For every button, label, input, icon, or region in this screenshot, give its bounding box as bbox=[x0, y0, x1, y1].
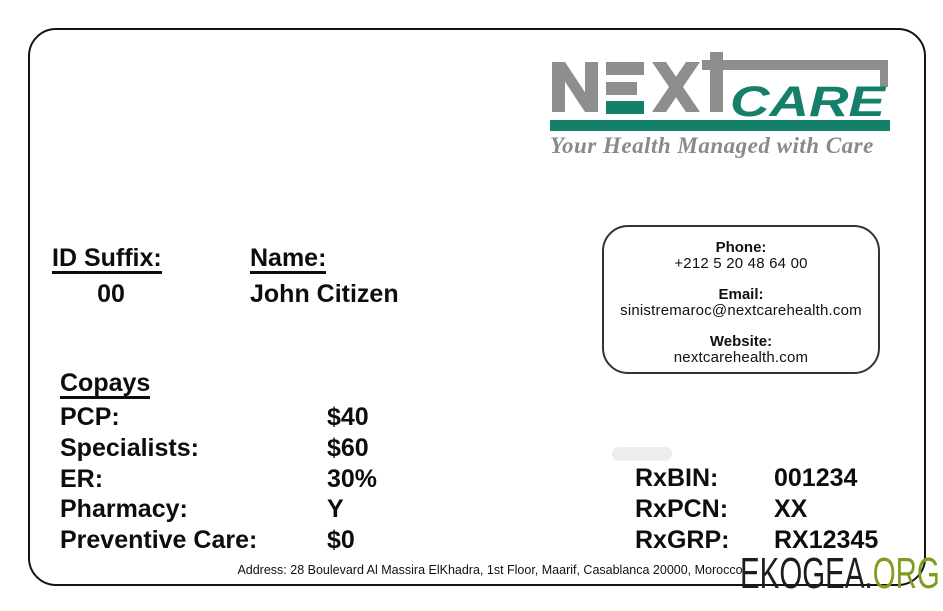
contact-email-group: Email: sinistremaroc@nextcarehealth.com bbox=[604, 287, 878, 319]
insurance-card: CARE Your Health Managed with Care ID Su… bbox=[28, 28, 926, 586]
rx-label: RxPCN: bbox=[635, 494, 729, 523]
rx-row-grp: RxGRP: RX12345 bbox=[635, 525, 915, 556]
copay-label: Pharmacy: bbox=[60, 495, 188, 524]
copay-label: PCP: bbox=[60, 403, 120, 431]
rx-value: RX12345 bbox=[774, 525, 879, 554]
logo-green-bar bbox=[550, 120, 890, 131]
copay-value: Y bbox=[327, 495, 344, 524]
rx-row-bin: RxBIN: 001234 bbox=[635, 463, 915, 494]
member-name-block: Name: John Citizen bbox=[250, 245, 470, 309]
rx-value: XX bbox=[774, 494, 808, 523]
contact-website-group: Website: nextcarehealth.com bbox=[604, 334, 878, 366]
rx-value: 001234 bbox=[774, 464, 858, 492]
email-value: sinistremaroc@nextcarehealth.com bbox=[620, 302, 862, 319]
copays-section: PCP: $40 Specialists: $60 ER: 30% Pharma… bbox=[60, 402, 430, 556]
watermark-dark-text: EKOGEA. bbox=[740, 549, 873, 598]
logo-letter-e bbox=[606, 62, 644, 114]
copay-row-er: ER: 30% bbox=[60, 464, 430, 495]
copay-row-preventive: Preventive Care: $0 bbox=[60, 525, 430, 556]
copay-value: 30% bbox=[327, 464, 378, 493]
id-suffix-value: 00 bbox=[97, 280, 125, 309]
website-label: Website: bbox=[709, 333, 773, 350]
phone-value: +212 5 20 48 64 00 bbox=[674, 255, 808, 272]
logo-tagline: Your Health Managed with Care bbox=[550, 133, 874, 158]
copay-row-pcp: PCP: $40 bbox=[60, 402, 430, 433]
member-name-label: Name: bbox=[250, 245, 327, 275]
id-suffix-label: ID Suffix: bbox=[52, 245, 162, 275]
logo-care-text: CARE bbox=[730, 78, 887, 126]
copay-value: $0 bbox=[327, 526, 355, 555]
id-suffix-block: ID Suffix: 00 bbox=[52, 245, 182, 309]
contact-phone-group: Phone: +212 5 20 48 64 00 bbox=[604, 240, 878, 272]
copay-row-specialists: Specialists: $60 bbox=[60, 433, 430, 464]
copay-row-pharmacy: Pharmacy: Y bbox=[60, 494, 430, 525]
member-name-value: John Citizen bbox=[250, 280, 399, 309]
nextcare-logo: CARE Your Health Managed with Care bbox=[550, 52, 898, 164]
copay-value: $40 bbox=[327, 403, 369, 431]
rx-section: RxBIN: 001234 RxPCN: XX RxGRP: RX12345 bbox=[635, 463, 915, 555]
logo-letter-n bbox=[552, 62, 598, 112]
rx-row-pcn: RxPCN: XX bbox=[635, 494, 915, 525]
logo-letter-x bbox=[652, 62, 700, 112]
copay-label: Preventive Care: bbox=[60, 526, 258, 555]
phone-label: Phone: bbox=[715, 239, 767, 256]
copay-value: $60 bbox=[327, 433, 369, 462]
scan-smudge-artifact bbox=[612, 447, 672, 461]
watermark-green-text: ORG bbox=[872, 549, 940, 598]
copay-label: ER: bbox=[60, 464, 104, 493]
contact-box: Phone: +212 5 20 48 64 00 Email: sinistr… bbox=[602, 225, 880, 374]
address-line: Address: 28 Boulevard Al Massira ElKhadr… bbox=[237, 563, 743, 577]
copay-label: Specialists: bbox=[60, 433, 199, 462]
ekogea-watermark: EKOGEA.ORG bbox=[740, 552, 940, 596]
rx-label: RxGRP: bbox=[635, 525, 730, 554]
copays-title: Copays bbox=[60, 370, 151, 400]
email-label: Email: bbox=[718, 286, 764, 303]
nextcare-logo-mark: CARE bbox=[550, 52, 890, 131]
website-value: nextcarehealth.com bbox=[673, 349, 809, 366]
rx-label: RxBIN: bbox=[635, 464, 719, 492]
logo-letter-t bbox=[702, 52, 888, 112]
